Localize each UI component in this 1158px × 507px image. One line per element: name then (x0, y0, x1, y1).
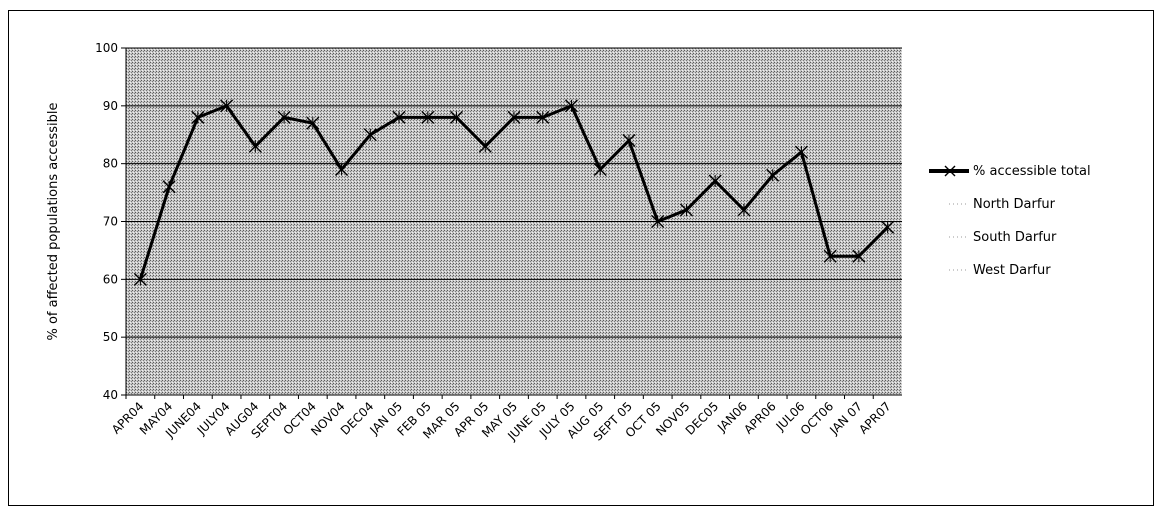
data-point (651, 215, 665, 228)
data-point (622, 134, 636, 148)
x-tick-label: APR06 (741, 399, 779, 437)
legend-label: % accessible total (973, 164, 1091, 179)
data-point (191, 110, 205, 124)
y-tick-label: 60 (103, 272, 118, 286)
line-chart: 40 50 60 70 80 90 100 APR04MAY04JUNE04JULY04AU… (46, 41, 1091, 444)
data-point (507, 110, 521, 124)
data-point (162, 180, 176, 194)
x-tick-label: JAN 07 (826, 399, 865, 438)
y-tick-label: 50 (103, 330, 118, 344)
data-point (593, 162, 607, 176)
legend-item: North Darfur (949, 197, 1056, 212)
y-tick-label: 80 (103, 157, 118, 171)
data-point (478, 139, 492, 153)
data-point (421, 110, 435, 124)
data-point (450, 110, 464, 124)
data-point (766, 168, 780, 182)
y-tick-label: 70 (103, 215, 118, 229)
data-point (133, 272, 147, 286)
y-axis: 40 50 60 70 80 90 100 (95, 41, 902, 402)
y-axis-label: % of affected populations accessible (46, 102, 61, 340)
x-tick-label: DEC05 (683, 399, 722, 438)
chart-frame: 40 50 60 70 80 90 100 APR04 MAY04 JUNE04 JULY04 AU… (8, 10, 1154, 506)
data-point (277, 110, 291, 124)
legend-item: South Darfur (949, 230, 1057, 245)
data-point (881, 220, 895, 234)
legend-label: North Darfur (973, 197, 1056, 212)
y-tick-label: 100 (95, 41, 118, 55)
data-point (794, 145, 808, 159)
data-point (564, 99, 578, 113)
data-point (220, 99, 234, 113)
data-point (852, 249, 866, 263)
data-point (823, 249, 837, 263)
legend-label: West Darfur (973, 263, 1051, 278)
data-point (737, 203, 751, 217)
series-group (133, 99, 895, 286)
data-point (392, 110, 406, 124)
legend-item: West Darfur (949, 263, 1051, 278)
y-tick-label: 40 (103, 388, 118, 402)
legend-item: % accessible total (929, 164, 1091, 179)
y-tick-label: 90 (103, 99, 118, 113)
legend-label: South Darfur (973, 230, 1057, 245)
data-point (536, 110, 550, 124)
data-point (335, 162, 349, 176)
x-axis: APR04MAY04JUNE04JULY04AUG04SEPT04OCT04NO… (109, 395, 894, 444)
data-point (248, 139, 262, 153)
data-point (306, 116, 320, 130)
data-point (679, 203, 693, 217)
data-point (363, 128, 377, 142)
x-tick-label: APR07 (856, 399, 894, 437)
data-point (708, 174, 722, 188)
legend: % accessible total North Darfur South Darf… (929, 164, 1091, 278)
